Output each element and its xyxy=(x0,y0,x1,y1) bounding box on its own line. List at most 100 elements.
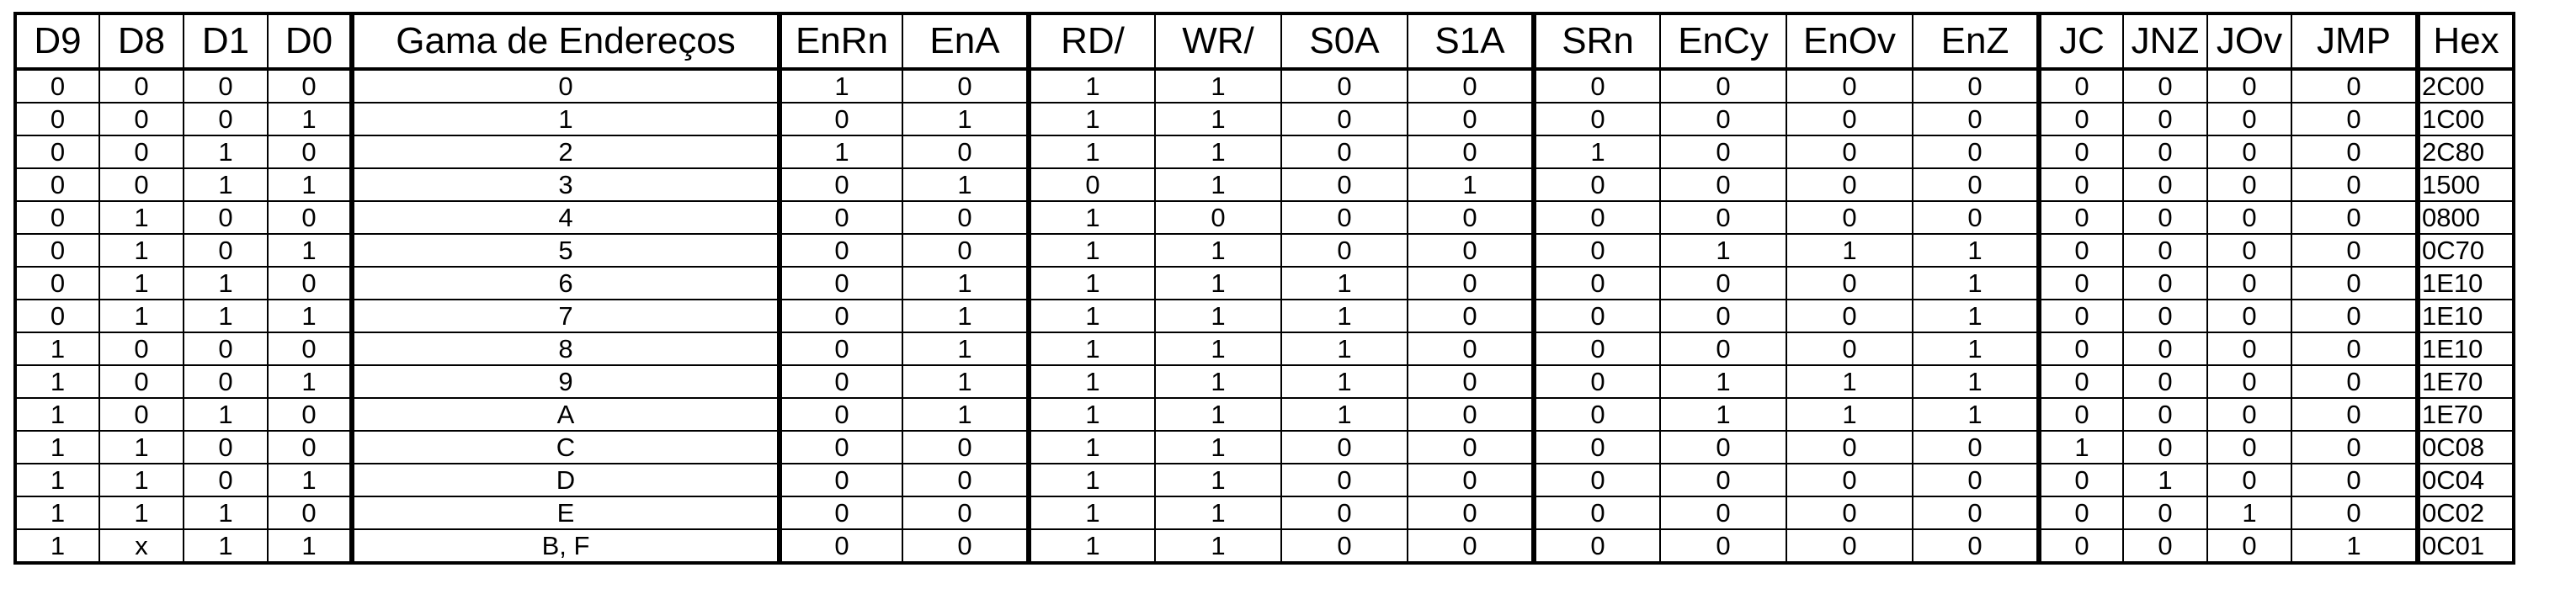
cell-jmp: 0 xyxy=(2291,102,2419,136)
cell-jc: 0 xyxy=(2036,200,2124,235)
cell-s1a: 0 xyxy=(1407,299,1535,333)
cell-jmp: 0 xyxy=(2291,167,2419,202)
cell-enrn: 0 xyxy=(777,200,903,235)
cell-s0a: 0 xyxy=(1280,463,1408,497)
column-header-ena: EnA xyxy=(902,13,1030,71)
table-row: 1 1 0 1 D 0 0 1 1 0 0 0 0 0 0 0 1 0 0 0C04 xyxy=(14,463,2515,497)
cell-d8: 0 xyxy=(98,68,184,103)
cell-d8: 0 xyxy=(98,397,184,432)
cell-hex: 0C02 xyxy=(2415,496,2515,530)
cell-d9: 0 xyxy=(14,233,100,268)
cell-s0a: 0 xyxy=(1280,200,1408,235)
cell-ena: 1 xyxy=(902,102,1030,136)
cell-jmp: 0 xyxy=(2291,430,2419,464)
cell-wr: 1 xyxy=(1154,102,1282,136)
cell-hex: 0C01 xyxy=(2415,528,2515,564)
cell-d0: 1 xyxy=(267,463,353,497)
cell-srn: 0 xyxy=(1531,68,1661,103)
cell-ena: 1 xyxy=(902,332,1030,366)
cell-jmp: 0 xyxy=(2291,463,2419,497)
cell-d8: 0 xyxy=(98,135,184,169)
cell-ency: 0 xyxy=(1659,430,1787,464)
cell-rd: 1 xyxy=(1026,397,1156,432)
cell-enov: 0 xyxy=(1786,332,1913,366)
cell-enov: 0 xyxy=(1786,135,1913,169)
cell-d8: x xyxy=(98,528,184,564)
cell-jov: 0 xyxy=(2206,430,2292,464)
cell-d1: 0 xyxy=(183,463,269,497)
table-row: 0 0 1 1 3 0 1 0 1 0 1 0 0 0 0 0 0 0 0 1500 xyxy=(14,167,2515,202)
column-header-jc: JC xyxy=(2036,13,2124,71)
cell-jov: 0 xyxy=(2206,135,2292,169)
cell-enov: 0 xyxy=(1786,200,1913,235)
cell-d0: 0 xyxy=(267,135,353,169)
cell-d0: 0 xyxy=(267,266,353,300)
cell-rd: 1 xyxy=(1026,200,1156,235)
table-row: 0 1 0 1 5 0 0 1 1 0 0 0 1 1 1 0 0 0 0 0C70 xyxy=(14,233,2515,268)
cell-enz: 1 xyxy=(1912,266,2040,300)
cell-rd: 1 xyxy=(1026,463,1156,497)
cell-d8: 1 xyxy=(98,266,184,300)
cell-s0a: 1 xyxy=(1280,299,1408,333)
cell-hex: 1E10 xyxy=(2415,299,2515,333)
cell-jc: 0 xyxy=(2036,496,2124,530)
cell-s1a: 0 xyxy=(1407,266,1535,300)
cell-s1a: 0 xyxy=(1407,397,1535,432)
cell-jc: 0 xyxy=(2036,233,2124,268)
cell-enz: 0 xyxy=(1912,430,2040,464)
cell-d0: 1 xyxy=(267,528,353,564)
cell-jov: 0 xyxy=(2206,364,2292,399)
column-header-address-range: Gama de Endereços xyxy=(349,13,780,71)
cell-jc: 0 xyxy=(2036,299,2124,333)
cell-jov: 0 xyxy=(2206,397,2292,432)
cell-ena: 0 xyxy=(902,496,1030,530)
cell-jc: 0 xyxy=(2036,463,2124,497)
cell-srn: 0 xyxy=(1531,299,1661,333)
cell-d9: 0 xyxy=(14,299,100,333)
table-row: 1 x 1 1 B, F 0 0 1 1 0 0 0 0 0 0 0 0 0 1 0C01 xyxy=(14,528,2515,564)
cell-s0a: 1 xyxy=(1280,332,1408,366)
cell-d9: 0 xyxy=(14,102,100,136)
cell-ena: 0 xyxy=(902,528,1030,564)
cell-s1a: 0 xyxy=(1407,430,1535,464)
cell-ency: 1 xyxy=(1659,233,1787,268)
cell-ena: 0 xyxy=(902,430,1030,464)
cell-d1: 0 xyxy=(183,200,269,235)
cell-d0: 0 xyxy=(267,200,353,235)
cell-d0: 1 xyxy=(267,299,353,333)
column-header-jnz: JNZ xyxy=(2122,13,2208,71)
cell-d1: 0 xyxy=(183,102,269,136)
cell-jnz: 1 xyxy=(2122,463,2208,497)
cell-ency: 0 xyxy=(1659,167,1787,202)
cell-ena: 1 xyxy=(902,397,1030,432)
cell-s1a: 0 xyxy=(1407,135,1535,169)
cell-d1: 0 xyxy=(183,332,269,366)
cell-srn: 0 xyxy=(1531,233,1661,268)
cell-jnz: 0 xyxy=(2122,430,2208,464)
cell-jc: 1 xyxy=(2036,430,2124,464)
cell-d1: 0 xyxy=(183,233,269,268)
cell-jmp: 0 xyxy=(2291,332,2419,366)
cell-d8: 1 xyxy=(98,430,184,464)
cell-wr: 1 xyxy=(1154,167,1282,202)
column-header-enrn: EnRn xyxy=(777,13,903,71)
cell-wr: 0 xyxy=(1154,200,1282,235)
cell-d9: 1 xyxy=(14,397,100,432)
column-header-rd: RD/ xyxy=(1026,13,1156,71)
cell-enrn: 0 xyxy=(777,364,903,399)
cell-s1a: 0 xyxy=(1407,463,1535,497)
cell-d9: 1 xyxy=(14,364,100,399)
column-header-s1a: S1A xyxy=(1407,13,1535,71)
cell-ency: 0 xyxy=(1659,135,1787,169)
cell-d0: 1 xyxy=(267,167,353,202)
cell-d9: 1 xyxy=(14,528,100,564)
cell-address-range: 3 xyxy=(349,167,780,202)
cell-d0: 1 xyxy=(267,102,353,136)
cell-d9: 1 xyxy=(14,332,100,366)
cell-address-range: 5 xyxy=(349,233,780,268)
cell-jc: 0 xyxy=(2036,332,2124,366)
column-header-jov: JOv xyxy=(2206,13,2292,71)
column-header-jmp: JMP xyxy=(2291,13,2419,71)
cell-enov: 0 xyxy=(1786,299,1913,333)
cell-hex: 1C00 xyxy=(2415,102,2515,136)
